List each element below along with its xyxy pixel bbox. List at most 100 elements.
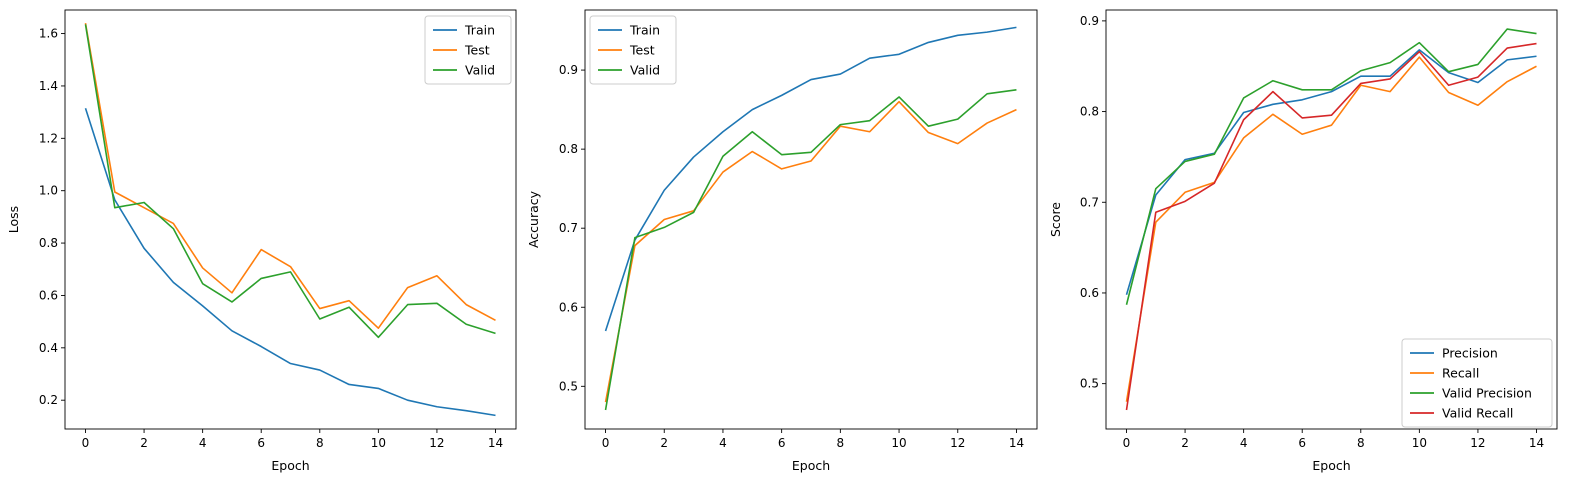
data-point: [722, 171, 724, 173]
data-point: [780, 168, 782, 170]
data-point: [494, 332, 496, 334]
x-tick-label: 2: [140, 436, 148, 450]
y-tick-label: 0.8: [559, 142, 578, 156]
data-point: [260, 248, 262, 250]
data-point: [1330, 124, 1332, 126]
data-point: [494, 414, 496, 416]
data-point: [1418, 51, 1420, 53]
data-point: [1155, 187, 1157, 189]
y-tick-label: 0.6: [559, 300, 578, 314]
data-point: [143, 201, 145, 203]
data-point: [1360, 75, 1362, 77]
data-point: [143, 247, 145, 249]
series-train: [604, 26, 1017, 332]
data-point: [722, 155, 724, 157]
data-point: [172, 281, 174, 283]
series-line: [84, 22, 496, 329]
legend-label: Test: [629, 43, 655, 58]
data-point: [201, 305, 203, 307]
y-tick-label: 1.0: [39, 184, 58, 198]
data-point: [1535, 55, 1537, 57]
data-point: [1418, 41, 1420, 43]
legend-box: [589, 15, 677, 85]
data-point: [1301, 89, 1303, 91]
plot-frame: [1105, 9, 1558, 430]
data-point: [604, 330, 606, 332]
series-valid-precision: [1125, 28, 1537, 306]
data-point: [839, 73, 841, 75]
legend-label: Recall: [1442, 366, 1479, 381]
y-tick-label: 1.6: [39, 27, 58, 41]
data-point: [1015, 26, 1017, 28]
legend-label: Precision: [1442, 346, 1498, 361]
data-point: [1389, 61, 1391, 63]
y-axis-label: Score: [1048, 202, 1063, 237]
data-point: [1535, 32, 1537, 34]
y-tick-label: 0.7: [559, 221, 578, 235]
data-point: [1125, 409, 1127, 411]
x-tick-label: 0: [1123, 436, 1131, 450]
data-point: [172, 227, 174, 229]
data-point: [898, 101, 900, 103]
y-tick-label: 0.9: [1080, 14, 1099, 28]
data-point: [348, 299, 350, 301]
legend-box: [424, 15, 512, 85]
data-point: [1125, 304, 1127, 306]
series-line: [604, 89, 1017, 411]
data-point: [810, 160, 812, 162]
data-point: [810, 78, 812, 80]
data-point: [663, 189, 665, 191]
data-point: [465, 323, 467, 325]
plot-frame: [64, 9, 517, 430]
x-tick-label: 4: [199, 436, 207, 450]
data-point: [898, 53, 900, 55]
data-point: [1477, 63, 1479, 65]
legend: Train Test Valid: [424, 15, 512, 85]
data-point: [1477, 81, 1479, 83]
data-point: [1213, 153, 1215, 155]
data-point: [260, 345, 262, 347]
data-point: [1447, 84, 1449, 86]
x-tick-label: 2: [1181, 436, 1189, 450]
series-valid-recall: [1125, 42, 1537, 411]
y-tick-label: 0.6: [1080, 286, 1099, 300]
series-valid: [604, 89, 1017, 411]
y-tick-label: 0.8: [39, 236, 58, 250]
data-point: [1272, 103, 1274, 105]
series-line: [604, 100, 1017, 403]
legend-label: Valid: [630, 63, 660, 78]
data-point: [436, 406, 438, 408]
data-point: [114, 207, 116, 209]
series-test: [84, 22, 496, 329]
data-point: [869, 119, 871, 121]
data-point: [84, 23, 86, 25]
data-point: [231, 330, 233, 332]
y-tick-label: 0.9: [559, 63, 578, 77]
data-point: [1184, 160, 1186, 162]
data-point: [1447, 91, 1449, 93]
data-point: [289, 362, 291, 364]
x-tick-label: 6: [1298, 436, 1306, 450]
data-point: [172, 222, 174, 224]
series-line: [1125, 56, 1537, 402]
legend-label: Valid: [465, 63, 495, 78]
data-point: [869, 57, 871, 59]
data-point: [319, 307, 321, 309]
data-point: [898, 96, 900, 98]
data-point: [927, 41, 929, 43]
data-point: [692, 156, 694, 158]
data-point: [1242, 119, 1244, 121]
series-test: [604, 100, 1017, 403]
data-point: [1360, 70, 1362, 72]
data-point: [436, 275, 438, 277]
data-point: [1242, 111, 1244, 113]
data-point: [377, 387, 379, 389]
legend-label: Valid Precision: [1442, 386, 1532, 401]
plot-frame: [584, 9, 1038, 430]
data-point: [289, 265, 291, 267]
legend-label: Valid Recall: [1442, 406, 1513, 421]
data-point: [751, 108, 753, 110]
data-point: [260, 277, 262, 279]
